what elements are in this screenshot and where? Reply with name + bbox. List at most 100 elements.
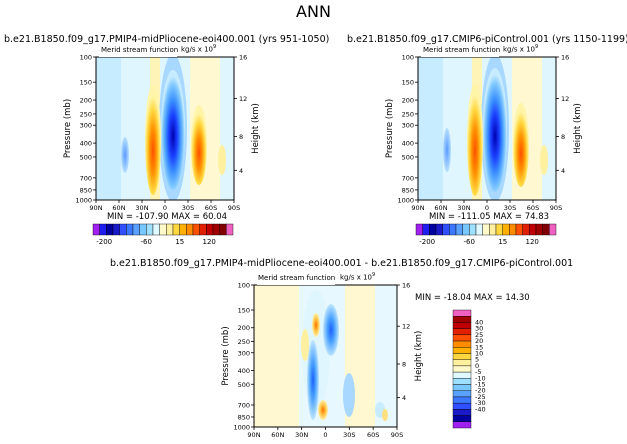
panel1-rtick-label-8: 8 [239, 133, 243, 141]
panel3-orange-lower [318, 400, 328, 420]
panel1-colorbar-swatch-13 [179, 223, 187, 236]
panel2-colorbar-swatch-3 [435, 223, 443, 236]
panel1-colorbar-swatch-18 [212, 223, 220, 236]
panel3-ytick-label-200: 200 [238, 324, 250, 332]
panel1-colorbar-swatch-5 [126, 223, 134, 236]
panel3-rtick-label-12: 12 [402, 323, 410, 331]
panel3-xtick-label-90N: 90N [247, 431, 260, 439]
panel3-xtick-label-60S: 60S [367, 431, 379, 439]
panel1-units: kg/s x 109 [181, 44, 217, 54]
panel1-ytick-label-150: 150 [80, 79, 92, 87]
panel1-colorbar-swatch-12 [172, 223, 180, 236]
panel3-ylabel: Pressure (mb) [221, 326, 231, 385]
panel2-ytick-label-400: 400 [402, 140, 414, 148]
panel2-ytick-label-100: 100 [402, 54, 414, 62]
panel3-colorbar-swatch-2 [452, 322, 472, 329]
panel3-ytick-label-1000: 1000 [233, 424, 250, 432]
panel1-ytick-label-200: 200 [80, 97, 92, 105]
panel1-blue-core [161, 70, 185, 190]
panel1-colorbar-swatch-10 [159, 223, 167, 236]
panel2-colorbar-swatch-17 [529, 223, 537, 236]
panel1-colorbar-swatch-8 [146, 223, 154, 236]
panel2-colorbar-swatch-16 [522, 223, 530, 236]
panel3-colorbar-label-2: 25 [475, 331, 483, 339]
panel2-colorbar-swatch-18 [535, 223, 543, 236]
panel2-ytick-label-250: 250 [402, 110, 414, 118]
panel2-orange-core-north [467, 84, 483, 196]
panel2-xtick-label-60S: 60S [527, 204, 539, 212]
panel2-colorbar-swatch-2 [429, 223, 437, 236]
panel3-rtick-label-8: 8 [402, 360, 406, 368]
panel2-ytick-label-300: 300 [402, 122, 414, 130]
panel1-rtick-label-12: 12 [239, 95, 247, 103]
panel1-colorbar-label-2: 15 [175, 238, 184, 246]
panel2-colorbar-swatch-8 [469, 223, 477, 236]
panel2-colorbar-swatch-0 [415, 223, 423, 236]
panel3-inset-label: Merid stream function [258, 274, 336, 282]
panel3-colorbar-swatch-12 [452, 384, 472, 391]
panel3-blue-south [343, 373, 355, 417]
panel1-xtick-label-60S: 60S [205, 204, 217, 212]
panel2-xtick-label-90S: 90S [550, 204, 562, 212]
panel2-colorbar-label-3: 120 [526, 238, 539, 246]
panel1-ytick-label-850: 850 [80, 186, 92, 194]
panel2-ytick-label-850: 850 [402, 186, 414, 194]
panel1-colorbar-swatch-17 [206, 223, 214, 236]
panel3-colorbar-label-11: -20 [475, 387, 486, 395]
panel3-colorbar-label-14: -40 [475, 405, 486, 413]
panel2-xtick-label-60N: 60N [434, 204, 447, 212]
panel1-ytick-label-1000: 1000 [75, 197, 92, 205]
panel1-title: b.e21.B1850.f09_g17.PMIP4-midPliocene-eo… [4, 34, 330, 45]
panel2-colorbar-swatch-14 [509, 223, 517, 236]
panel1-plot [96, 57, 234, 200]
panel3-title: b.e21.B1850.f09_g17.PMIP4-midPliocene-eo… [110, 258, 574, 269]
panel1-colorbar-label-3: 120 [203, 238, 216, 246]
panel1-stats: MIN = -107.90 MAX = 60.04 [107, 212, 228, 222]
panel3-colorbar-label-3: 20 [475, 337, 483, 345]
panel2-colorbar-label-2: 15 [498, 238, 507, 246]
panel2-colorbar-swatch-4 [442, 223, 450, 236]
panel2-colorbar-swatch-6 [455, 223, 463, 236]
panel2-rtick-label-8: 8 [561, 133, 565, 141]
panel3-colorbar-label-5: 10 [475, 349, 483, 357]
panel1-orange-core-north [145, 85, 161, 195]
panel1-colorbar-swatch-6 [132, 223, 140, 236]
panel1-colorbar-swatch-7 [139, 223, 147, 236]
panel1-blue-north-cell [121, 137, 129, 173]
panel2-inset-label: Merid stream function [423, 46, 501, 54]
panel3-axes: 100 150 200 250 300 400 500 700 850 1000 16 12 8 4 90N… [221, 282, 424, 440]
panel3-colorbar-swatch-11 [452, 378, 472, 385]
panel1-colorbar-label-0: -200 [96, 238, 112, 246]
panel2-xtick-label-30S: 30S [504, 204, 516, 212]
panel2-colorbar-swatch-10 [482, 223, 490, 236]
panel1-colorbar-swatch-2 [106, 223, 114, 236]
panel2-colorbar-swatch-11 [489, 223, 497, 236]
panel1-colorbar-label-1: -60 [140, 238, 151, 246]
panel2-colorbar: -200 -60 15 120 [415, 223, 557, 246]
panel1-orange-core-south [191, 105, 207, 185]
panel1-ylabel: Pressure (mb) [63, 99, 73, 158]
panel2-colorbar-swatch-1 [422, 223, 430, 236]
panel2-xtick-label-30N: 30N [457, 204, 470, 212]
panel1-colorbar-swatch-16 [199, 223, 207, 236]
panel3-colorbar-swatch-13 [452, 390, 472, 398]
panel2-colorbar-swatch-15 [515, 223, 523, 236]
panel3-colorbar-swatch-16 [452, 409, 472, 416]
panel2-colorbar-swatch-13 [502, 223, 510, 236]
panel2-plot [418, 57, 556, 200]
panel3-xtick-label-30S: 30S [343, 431, 355, 439]
panel2-blue-core [483, 68, 507, 192]
panel3-ytick-label-500: 500 [238, 381, 250, 389]
panel1-colorbar-swatch-0 [92, 223, 100, 236]
panel1-ytick-label-300: 300 [80, 122, 92, 130]
panel1-xtick-label-90N: 90N [89, 204, 102, 212]
panel1-colorbar-swatch-11 [166, 223, 174, 236]
panel1-ylabel-right: Height (km) [251, 103, 261, 154]
panel2-colorbar-swatch-19 [542, 223, 550, 236]
panel2-xtick-label-90N: 90N [411, 204, 424, 212]
panel2-rtick-label-16: 16 [561, 54, 569, 62]
panel3-colorbar-swatch-10 [452, 371, 472, 379]
panel3-colorbar-label-8: -5 [475, 368, 481, 376]
panel3-rtick-label-16: 16 [402, 282, 410, 290]
